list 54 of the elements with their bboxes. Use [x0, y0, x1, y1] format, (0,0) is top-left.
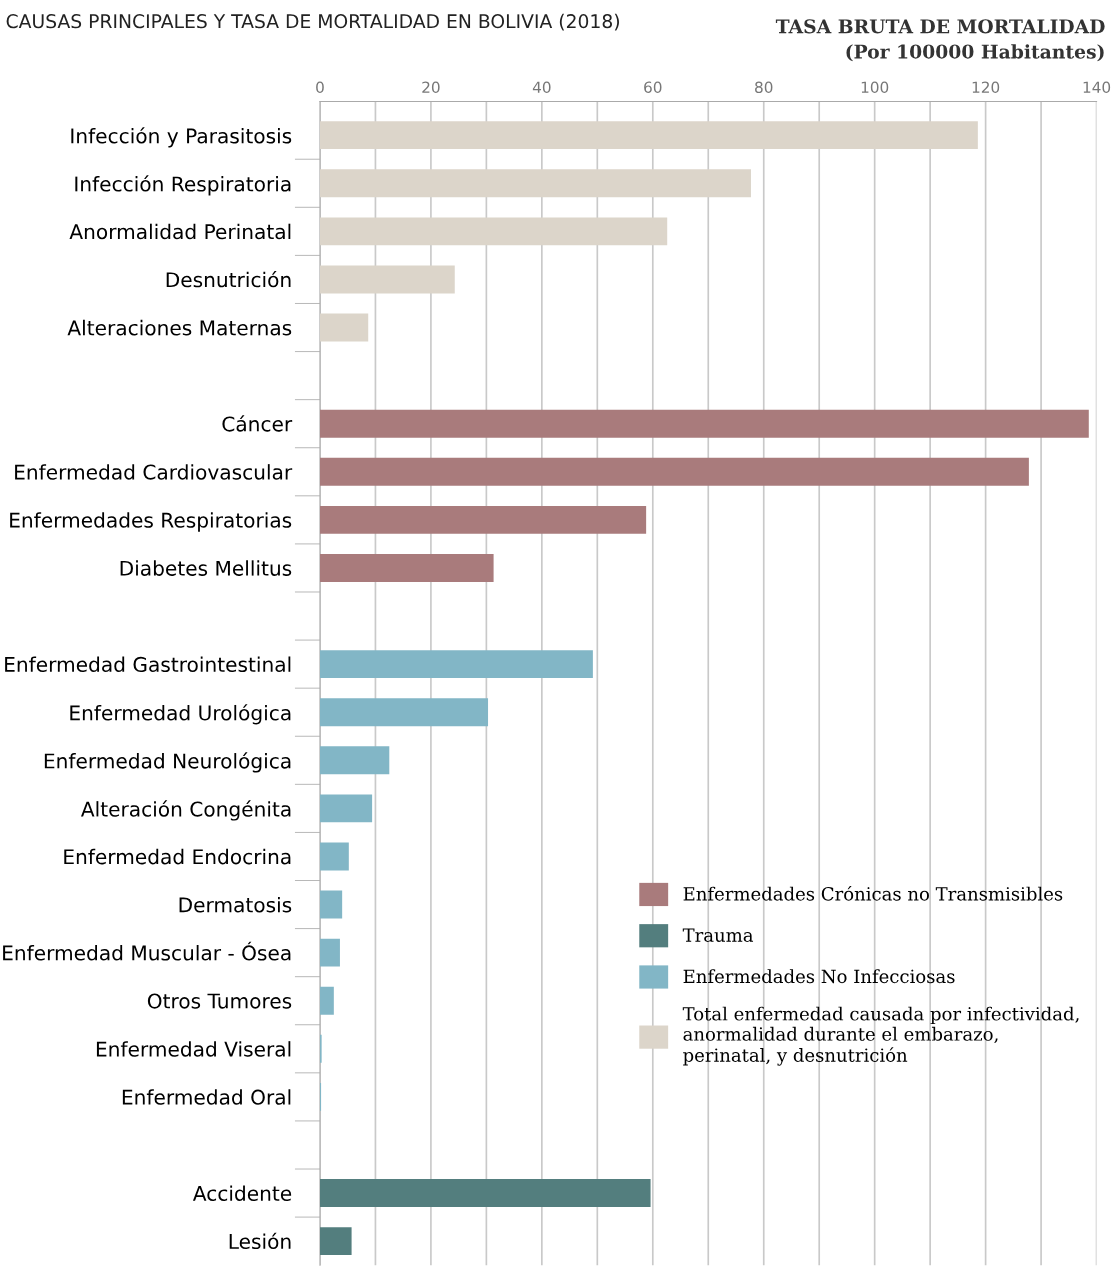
y-tick-label: Enfermedades Respiratorias [10, 512, 292, 532]
y-tick-label: Infección y Parasitosis [71, 127, 292, 148]
y-tick-label: Lesión [229, 1232, 291, 1250]
bar [319, 842, 349, 871]
bar [319, 169, 751, 198]
y-tick-label: Enfermedad Gastrointestinal [5, 656, 291, 673]
bar [319, 457, 1029, 486]
bar [319, 698, 489, 727]
y-tick-label: Alteraciones Maternas [67, 319, 292, 336]
y-tick-label: Enfermedad Cardiovascular [15, 464, 293, 480]
y-tick-label: Otros Tumores [147, 993, 292, 1009]
bar [319, 1227, 352, 1256]
bar [319, 554, 494, 582]
x-tick-label: 60 [644, 81, 662, 93]
bar [319, 746, 390, 775]
x-axis-title: TASA BRUTA DE MORTALIDAD (Por 100000 Habitantes) [775, 19, 1105, 62]
y-tick-label: Dermatosis [179, 896, 292, 913]
bar [319, 121, 978, 150]
legend-label: Enfermedades Crónicas no Transmisibles [683, 885, 1063, 901]
bar [319, 938, 340, 967]
y-tick-label: Enfermedad Neurológica [44, 752, 291, 773]
bar [319, 505, 647, 534]
y-tick-label: Enfermedad Viseral [96, 1041, 291, 1057]
chart-title: CAUSAS PRINCIPALES Y TASA DE MORTALIDAD EN BOLIVIA (2018) [6, 13, 619, 31]
x-tick-label: 20 [422, 81, 440, 93]
x-tick-label: 0 [316, 81, 324, 93]
bar [319, 794, 373, 823]
y-tick-label: Enfermedad Endocrina [64, 848, 291, 865]
bar [319, 265, 455, 294]
y-tick-label: Enfermedad Urológica [70, 704, 291, 725]
bar [319, 313, 369, 342]
y-tick-label: Accidente [192, 1185, 292, 1201]
legend-label: Trauma [682, 928, 754, 942]
y-tick-label: Enfermedad Oral [122, 1089, 291, 1105]
y-tick-label: Diabetes Mellitus [120, 560, 292, 576]
y-tick-label: Infección Respiratoria [75, 175, 291, 196]
x-tick-label: 120 [972, 81, 1000, 93]
y-tick-label: Cáncer [222, 415, 293, 432]
bar [319, 986, 334, 1015]
bar [319, 890, 343, 919]
bar [319, 409, 1089, 438]
y-tick-label: Enfermedad Muscular - Ósea [3, 941, 291, 961]
x-tick-label: 80 [755, 81, 773, 93]
bar [319, 1179, 651, 1208]
y-tick-label: Anormalidad Perinatal [69, 223, 291, 240]
legend-label: Total enfermedad causada por infectividad, anormalidad durante el embarazo, perinatal, y desnutrición [682, 1006, 1079, 1066]
bar [319, 650, 593, 679]
x-tick-label: 140 [1083, 81, 1111, 93]
y-tick-label: Desnutrición [166, 270, 291, 288]
legend-label: Enfermedades No Infecciosas [683, 969, 955, 984]
x-tick-label: 100 [861, 81, 889, 93]
bar [319, 217, 668, 246]
y-tick-label: Alteración Congénita [81, 800, 291, 821]
x-tick-label: 40 [532, 81, 551, 93]
